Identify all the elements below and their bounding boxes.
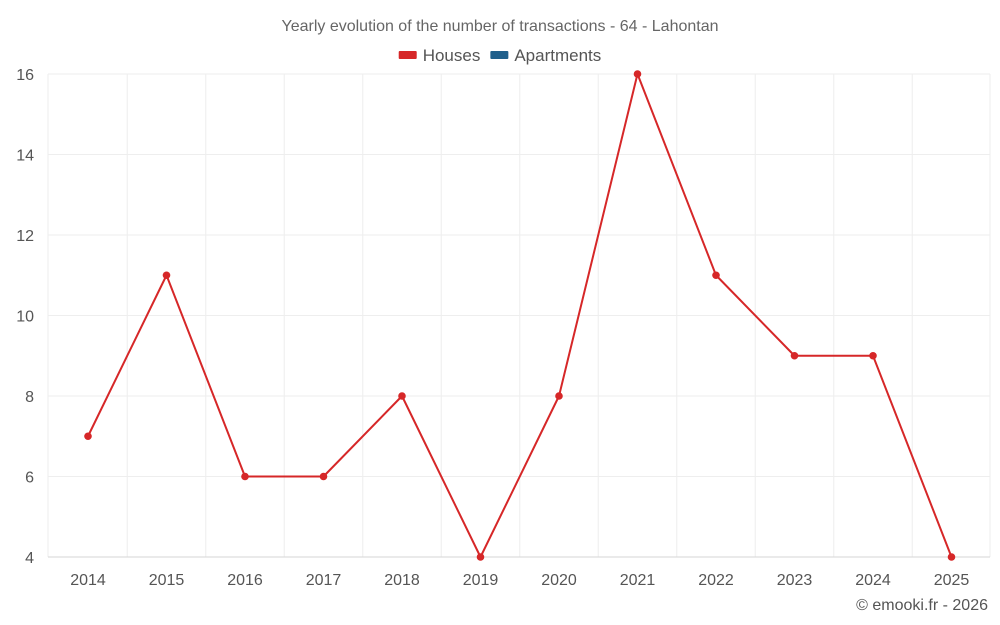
data-point-houses[interactable] (476, 553, 485, 561)
data-point-houses[interactable] (947, 553, 956, 561)
data-point-houses[interactable] (398, 392, 406, 400)
credit-text: © emooki.fr - 2026 (856, 597, 988, 614)
x-tick-label: 2025 (934, 572, 970, 589)
x-tick-label: 2015 (149, 572, 185, 589)
y-tick-label: 14 (16, 148, 34, 165)
x-tick-label: 2024 (855, 572, 891, 589)
x-tick-label: 2022 (698, 572, 734, 589)
legend-label: Apartments (514, 46, 601, 65)
legend-label: Houses (423, 46, 481, 65)
data-point-houses[interactable] (633, 70, 642, 78)
x-tick-label: 2021 (620, 572, 656, 589)
series-layer (84, 70, 956, 561)
x-tick-label: 2014 (70, 572, 106, 589)
y-tick-label: 12 (16, 228, 34, 245)
y-tick-label: 6 (25, 470, 34, 487)
data-point-houses[interactable] (712, 271, 720, 280)
axes: 4 6 8 10 12 14 16 2014 2015 2016 2017 2018 2019 2020 2… (16, 67, 990, 589)
legend: Houses Apartments (398, 46, 601, 65)
x-tick-label: 2020 (541, 572, 577, 589)
legend-swatch-houses[interactable] (398, 51, 417, 59)
data-point-houses[interactable] (555, 392, 563, 400)
data-point-houses[interactable] (319, 472, 328, 481)
chart-title: Yearly evolution of the number of transa… (281, 18, 718, 35)
data-point-houses[interactable] (241, 472, 249, 481)
data-point-houses[interactable] (790, 351, 799, 360)
legend-swatch-apartments[interactable] (490, 51, 509, 59)
grid (47, 73, 991, 558)
series-line-houses (87, 73, 953, 558)
y-tick-label: 8 (25, 389, 34, 406)
x-tick-label: 2023 (777, 572, 813, 589)
x-tick-label: 2019 (463, 572, 499, 589)
y-tick-label: 4 (25, 550, 34, 567)
x-tick-label: 2016 (227, 572, 263, 589)
y-tick-label: 10 (16, 309, 34, 326)
x-tick-label: 2018 (384, 572, 420, 589)
y-tick-label: 16 (16, 67, 34, 84)
x-tick-label: 2017 (306, 572, 342, 589)
data-point-houses[interactable] (162, 271, 171, 280)
data-point-houses[interactable] (869, 351, 877, 360)
data-point-houses[interactable] (84, 432, 92, 441)
